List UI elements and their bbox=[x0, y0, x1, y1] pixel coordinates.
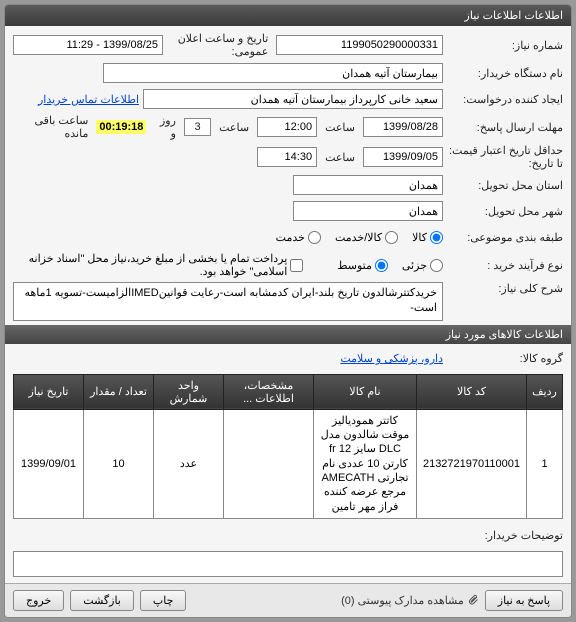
creator-input[interactable] bbox=[143, 89, 443, 109]
proc-label: نوع فرآیند خرید : bbox=[443, 259, 563, 272]
deadline-date-input[interactable] bbox=[363, 117, 443, 137]
attach-label: مشاهده مدارک پیوستی (0) bbox=[341, 594, 464, 607]
panel-body: شماره نیاز: تاریخ و ساعت اعلان عمومی: نا… bbox=[5, 26, 571, 583]
cell-unit: عدد bbox=[154, 409, 224, 518]
pubdate-input[interactable] bbox=[13, 35, 163, 55]
panel-title: اطلاعات اطلاعات نیاز bbox=[465, 10, 563, 22]
radio-medium-label: متوسط bbox=[337, 259, 372, 272]
deadline-time-input[interactable] bbox=[257, 117, 317, 137]
cell-extra bbox=[224, 409, 314, 518]
check-pay[interactable]: پرداخت تمام یا بخشی از مبلغ خرید،نیاز مح… bbox=[13, 252, 303, 278]
remain-time: 00:19:18 bbox=[96, 120, 146, 134]
items-table: ردیف کد کالا نام کالا مشخصات، اطلاعات ..… bbox=[13, 374, 563, 519]
table-row[interactable]: 1 2132721970110001 کاتتر هموديالیز موقت … bbox=[14, 409, 563, 518]
remain-day-label: روز و bbox=[150, 114, 180, 140]
radio-goods-label: کالا bbox=[412, 231, 427, 244]
radio-medium[interactable]: متوسط bbox=[337, 259, 388, 272]
city-label: شهر محل تحویل: bbox=[443, 205, 563, 218]
radio-service[interactable]: خدمت bbox=[276, 231, 321, 244]
buyer-label: نام دستگاه خریدار: bbox=[443, 67, 563, 80]
cell-qty: 10 bbox=[84, 409, 154, 518]
credit-label: حداقل تاریخ اعتبار قیمت: تا تاریخ: bbox=[443, 144, 563, 170]
at-label-1: ساعت bbox=[321, 121, 359, 134]
radio-small-label: جزئی bbox=[402, 259, 427, 272]
col-row: ردیف bbox=[527, 374, 563, 409]
remain-days: 3 bbox=[184, 118, 211, 136]
cell-row: 1 bbox=[527, 409, 563, 518]
city-input[interactable] bbox=[293, 201, 443, 221]
paperclip-icon bbox=[467, 594, 479, 606]
table-header-row: ردیف کد کالا نام کالا مشخصات، اطلاعات ..… bbox=[14, 374, 563, 409]
items-header: اطلاعات کالاهای مورد نیاز bbox=[5, 325, 571, 344]
at-label-2: ساعت bbox=[215, 121, 253, 134]
req-num-input[interactable] bbox=[276, 35, 443, 55]
radio-goods-service[interactable]: کالا/خدمت bbox=[335, 231, 398, 244]
at-label-3: ساعت bbox=[321, 151, 359, 164]
buyer-notes-label: توضیحات خریدار: bbox=[443, 529, 563, 542]
creator-label: ایجاد کننده درخواست: bbox=[443, 93, 563, 106]
col-date: تاریخ نیاز bbox=[14, 374, 84, 409]
deadline-label: مهلت ارسال پاسخ: bbox=[443, 121, 563, 134]
remain-suffix: ساعت باقی مانده bbox=[13, 114, 92, 140]
back-button[interactable]: بازگشت bbox=[70, 590, 134, 611]
buyer-input[interactable] bbox=[103, 63, 443, 83]
province-label: استان محل تحویل: bbox=[443, 179, 563, 192]
pay-note-label: پرداخت تمام یا بخشی از مبلغ خرید،نیاز مح… bbox=[13, 252, 287, 278]
buyer-notes-box bbox=[13, 551, 563, 577]
desc-field: خریدکتترشالدون تاریخ بلند-ایران کدمشابه … bbox=[13, 282, 443, 321]
desc-label: شرح کلی نیاز: bbox=[443, 282, 563, 295]
cell-code: 2132721970110001 bbox=[417, 409, 527, 518]
req-num-label: شماره نیاز: bbox=[443, 39, 563, 52]
col-code: کد کالا bbox=[417, 374, 527, 409]
radio-service-label: خدمت bbox=[276, 231, 305, 244]
col-extra: مشخصات، اطلاعات ... bbox=[224, 374, 314, 409]
radio-goods-service-label: کالا/خدمت bbox=[335, 231, 382, 244]
budget-label: طبقه بندی موضوعی: bbox=[443, 231, 563, 244]
reply-button[interactable]: پاسخ به نیاز bbox=[485, 590, 563, 611]
footer-bar: پاسخ به نیاز مشاهده مدارک پیوستی (0) چاپ… bbox=[5, 583, 571, 617]
attach-link[interactable]: مشاهده مدارک پیوستی (0) bbox=[341, 594, 479, 607]
col-qty: تعداد / مقدار bbox=[84, 374, 154, 409]
credit-time-input[interactable] bbox=[257, 147, 317, 167]
print-button[interactable]: چاپ bbox=[140, 590, 187, 611]
credit-date-input[interactable] bbox=[363, 147, 443, 167]
panel-header: اطلاعات اطلاعات نیاز bbox=[5, 5, 571, 26]
main-panel: اطلاعات اطلاعات نیاز شماره نیاز: تاریخ و… bbox=[4, 4, 572, 618]
exit-button[interactable]: خروج bbox=[13, 590, 64, 611]
cell-name: کاتتر هموديالیز موقت شالدون مدل DLC سایز… bbox=[314, 409, 417, 518]
col-unit: واحد شمارش bbox=[154, 374, 224, 409]
group-link[interactable]: دارو، پزشکی و سلامت bbox=[340, 352, 443, 365]
cell-date: 1399/09/01 bbox=[14, 409, 84, 518]
province-input[interactable] bbox=[293, 175, 443, 195]
pubdate-label: تاریخ و ساعت اعلان عمومی: bbox=[167, 32, 272, 58]
contact-link[interactable]: اطلاعات تماس خریدار bbox=[38, 93, 139, 106]
col-name: نام کالا bbox=[314, 374, 417, 409]
radio-goods[interactable]: کالا bbox=[412, 231, 443, 244]
group-label: گروه کالا: bbox=[443, 352, 563, 365]
radio-small[interactable]: جزئی bbox=[402, 259, 443, 272]
